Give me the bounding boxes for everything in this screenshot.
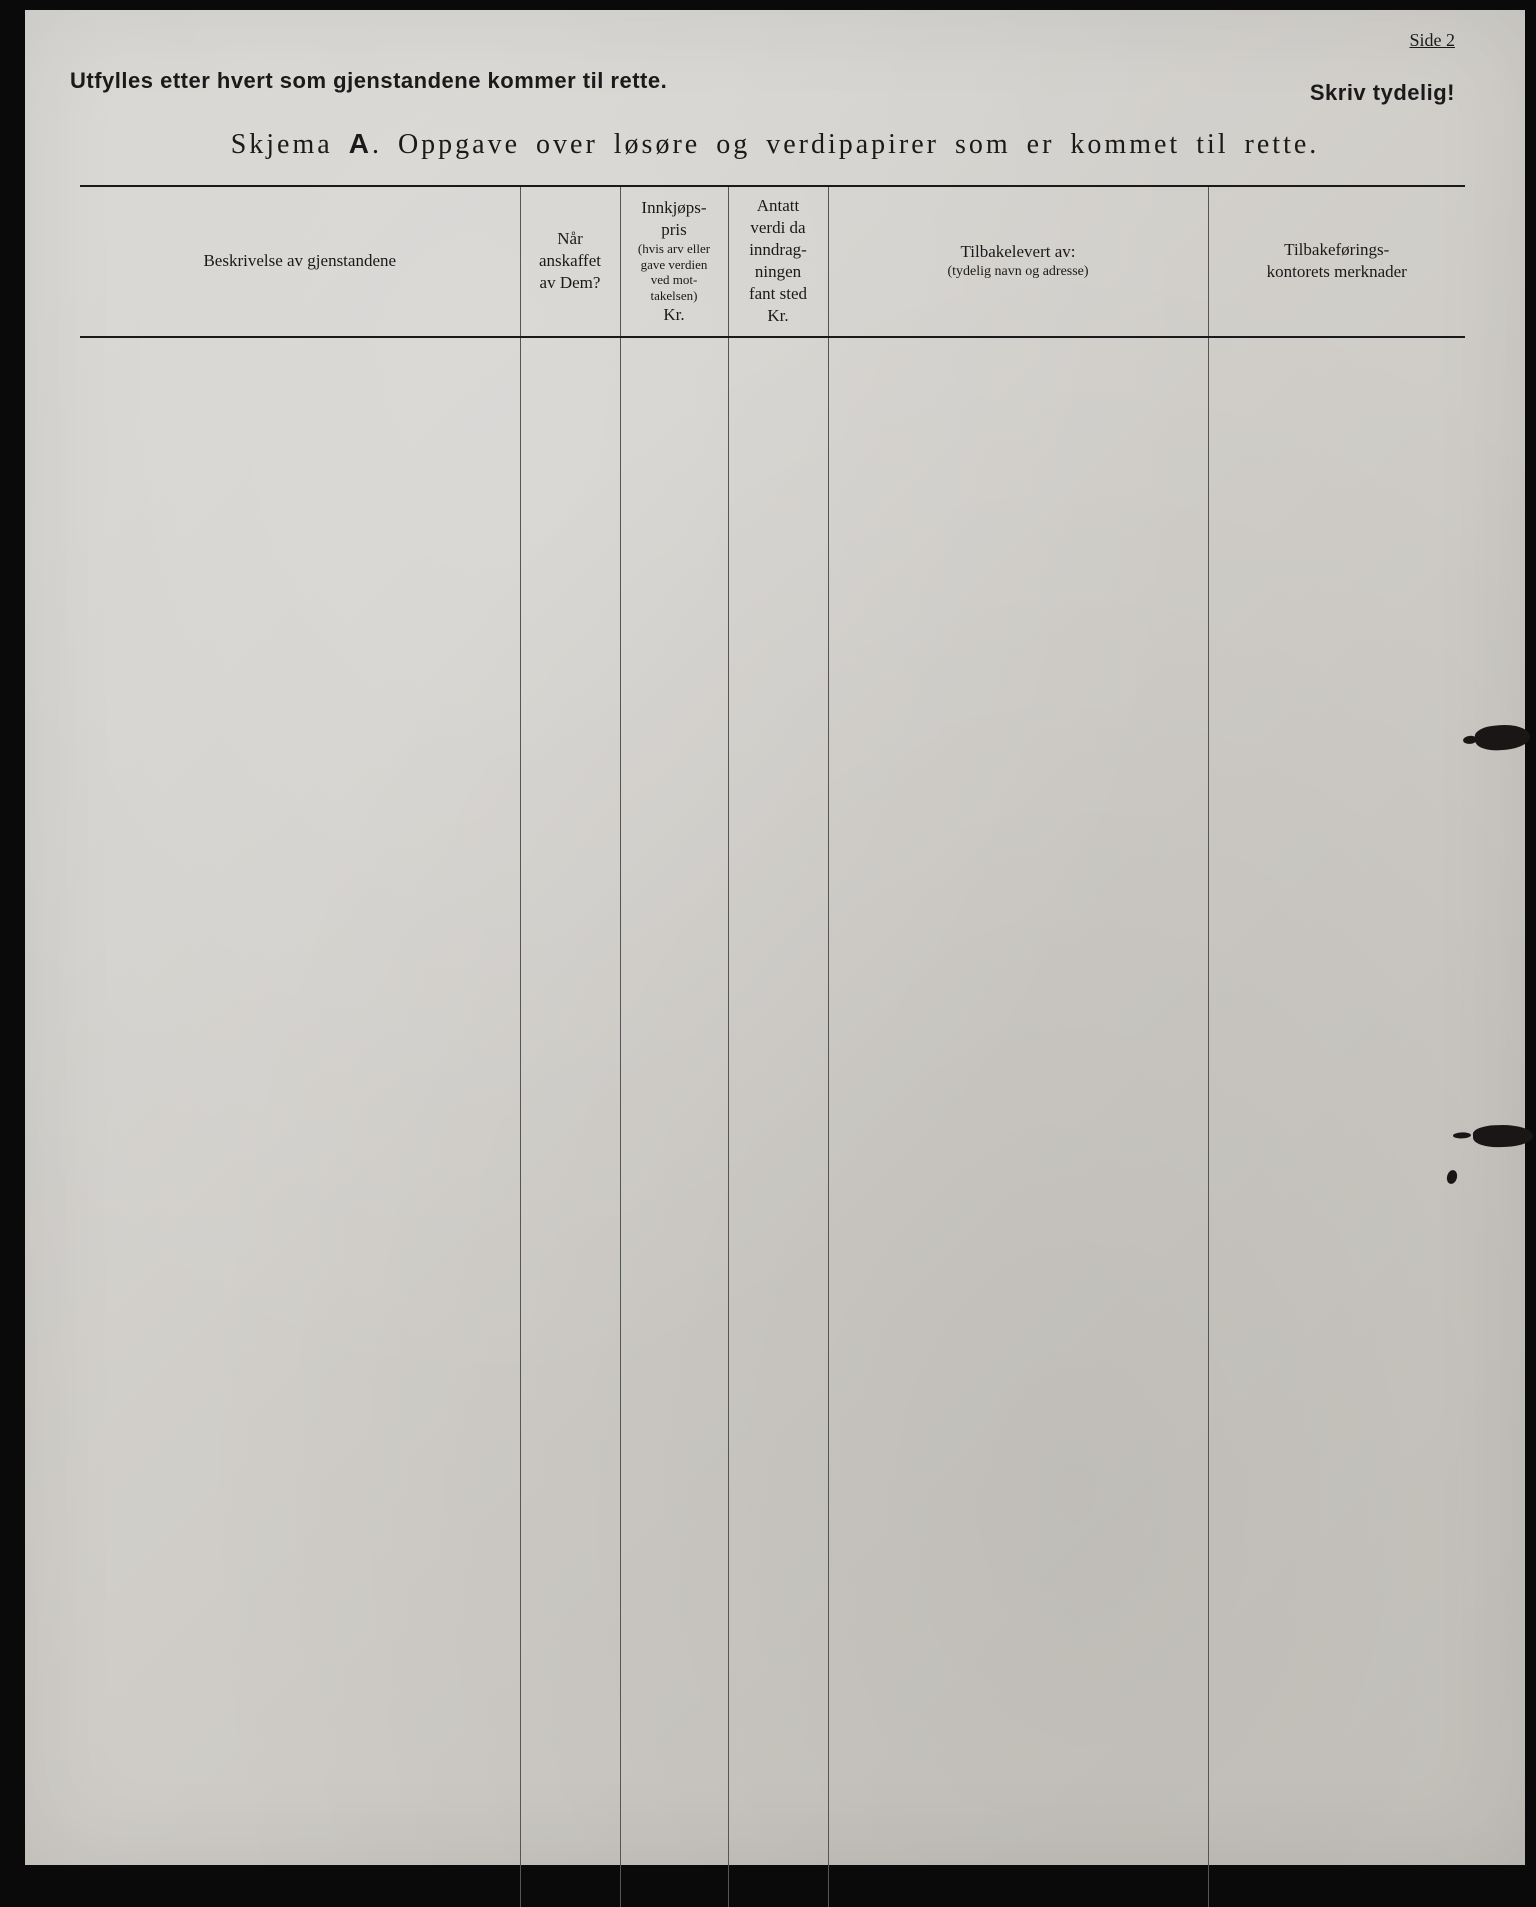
cell-value [728,337,828,1907]
form-table: Beskrivelse av gjenstandene Når anskaffe… [80,185,1465,1907]
col-ret-l1: Tilbakelevert av: [960,242,1075,261]
cell-when [520,337,620,1907]
cell-remarks [1208,337,1465,1907]
table-body-row [80,337,1465,1907]
cell-price [620,337,728,1907]
col-val-l1: Antatt [757,196,800,215]
col-val-l5: fant sted [749,284,807,303]
col-when-acquired: Når anskaffet av Dem? [520,186,620,337]
col-rem-l2: kontorets merknader [1267,262,1407,281]
col-rem-l1: Tilbakeførings- [1284,240,1389,259]
instruction-legible: Skriv tydelig! [1310,80,1455,106]
ink-blot-icon [1473,1124,1534,1148]
instruction-fill: Utfylles etter hvert som gjenstandene ko… [70,68,667,94]
document-page: Side 2 Utfylles etter hvert som gjenstan… [25,10,1525,1865]
col-when-l2: anskaffet [539,251,601,270]
col-ret-l2: (tydelig navn og adresse) [833,263,1204,281]
col-when-l3: av Dem? [540,273,601,292]
form-title: Skjema A. Oppgave over løsøre og verdipa… [25,128,1525,161]
col-when-l1: Når [557,229,582,248]
col-price-l5: ved mot- [625,272,724,288]
form-table-container: Beskrivelse av gjenstandene Når anskaffe… [80,185,1465,1865]
col-price-l7: Kr. [663,305,684,324]
cell-description [80,337,520,1907]
title-schema-letter: A [349,128,372,159]
col-price-l6: takelsen) [625,288,724,304]
title-suffix: . Oppgave over løsøre og verdipapirer so… [372,129,1319,160]
col-val-l6: Kr. [767,306,788,325]
col-val-l3: inndrag- [749,240,807,259]
col-price-l2: pris [661,220,687,239]
col-purchase-price: Innkjøps- pris (hvis arv eller gave verd… [620,186,728,337]
col-office-remarks: Tilbakeførings- kontorets merknader [1208,186,1465,337]
col-price-l4: gave verdien [625,257,724,273]
table-header-row: Beskrivelse av gjenstandene Når anskaffe… [80,186,1465,337]
col-val-l2: verdi da [750,218,805,237]
ink-blot-icon [1474,723,1531,753]
page-number: Side 2 [1409,30,1455,51]
col-price-l1: Innkjøps- [641,198,706,217]
title-prefix: Skjema [231,129,349,160]
col-price-l3: (hvis arv eller [625,241,724,257]
col-returned-by: Tilbakelevert av: (tydelig navn og adres… [828,186,1208,337]
col-val-l4: ningen [755,262,801,281]
cell-returned-by [828,337,1208,1907]
col-description: Beskrivelse av gjenstandene [80,186,520,337]
col-estimated-value: Antatt verdi da inndrag- ningen fant ste… [728,186,828,337]
